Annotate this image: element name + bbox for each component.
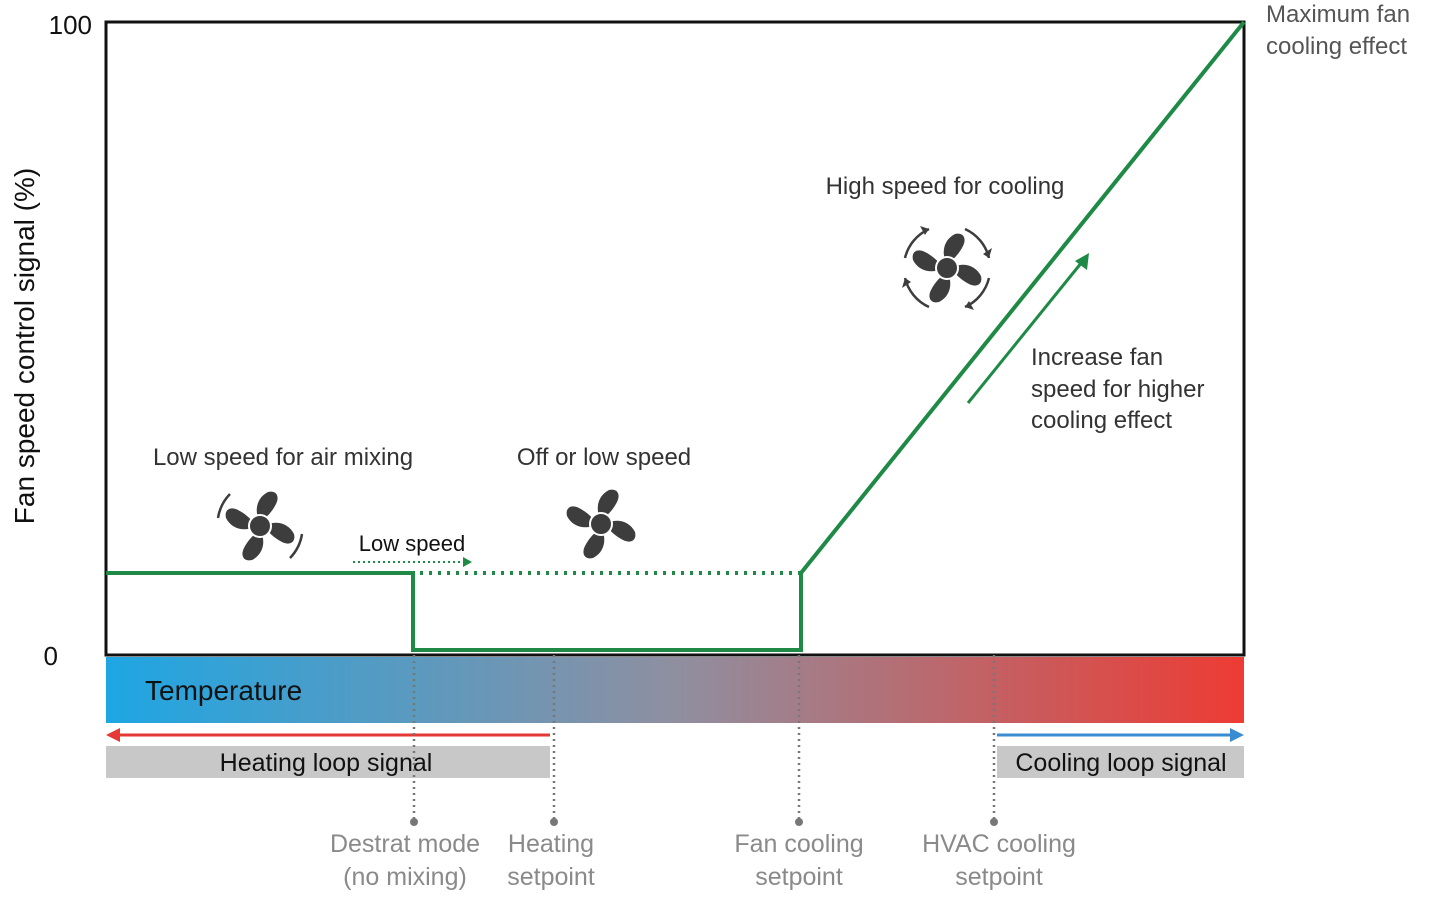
max-effect-label-line1: Maximum fan: [1266, 1, 1410, 28]
cooling-loop-arrowhead: [1230, 728, 1244, 742]
destrat-label-line1: Destrat mode: [330, 830, 480, 858]
temperature-gradient-bar: [106, 657, 1244, 723]
hvac-cooling-dot: [990, 818, 998, 826]
fan-cooling-dot: [795, 818, 803, 826]
cooling-loop-box: [997, 746, 1244, 778]
increase-arrow: [966, 261, 1084, 404]
heating-loop-arrowhead: [106, 728, 120, 742]
fan-speed-line: [106, 20, 1246, 652]
low-speed-mixing-label: Low speed for air mixing: [153, 444, 413, 471]
plot-frame: [104, 20, 1246, 657]
high-speed-label: High speed for cooling: [826, 173, 1065, 200]
y-axis-max-label: 100: [49, 10, 92, 40]
increase-label-line1: Increase fan: [1031, 344, 1163, 371]
heating-label-line2: setpoint: [507, 863, 595, 891]
hvac-cooling-label-line1: HVAC cooling: [922, 830, 1076, 858]
low-speed-arrowhead: [463, 557, 472, 567]
fan-cooling-label-line1: Fan cooling: [734, 830, 863, 858]
heating-loop-box: [106, 746, 550, 778]
increase-label-line3: cooling effect: [1031, 407, 1172, 434]
fan-icon: [566, 489, 636, 559]
hvac-cooling-label-line2: setpoint: [955, 863, 1043, 891]
fan-high-speed-icon: [902, 226, 992, 310]
heating-label-line1: Heating: [508, 830, 594, 858]
temperature-label: Temperature: [145, 675, 302, 706]
fan-rotating-icon: [216, 491, 304, 561]
max-effect-label-line2: cooling effect: [1266, 33, 1407, 60]
cooling-loop-label: Cooling loop signal: [1015, 749, 1226, 777]
setpoint-dots: [410, 818, 998, 826]
low-speed-label: Low speed: [359, 531, 465, 556]
destrat-label-line2: (no mixing): [343, 863, 467, 891]
y-axis-title: Fan speed control signal (%): [9, 168, 40, 524]
y-axis-min-label: 0: [44, 641, 58, 671]
heating-loop-label: Heating loop signal: [220, 749, 433, 777]
increase-arrowhead: [1075, 253, 1089, 270]
fan-cooling-label-line2: setpoint: [755, 863, 843, 891]
off-or-low-label: Off or low speed: [517, 444, 691, 471]
destrat-dot: [410, 818, 418, 826]
increase-label-line2: speed for higher: [1031, 376, 1204, 403]
heating-dot: [550, 818, 558, 826]
